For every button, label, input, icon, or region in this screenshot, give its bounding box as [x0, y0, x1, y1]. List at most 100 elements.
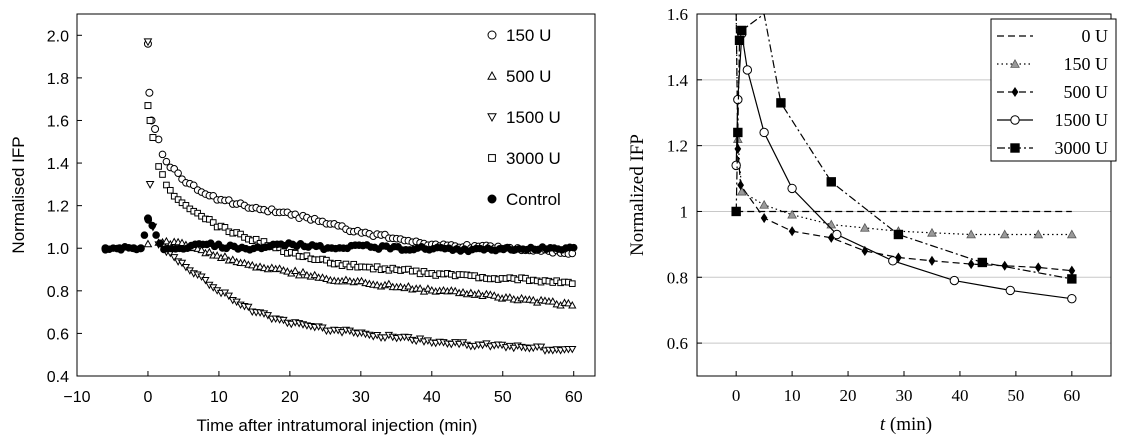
left-point [310, 270, 319, 279]
right-y-tick-label: 1.4 [667, 71, 689, 90]
right-x-tick-label: 0 [732, 386, 741, 405]
right-point [826, 177, 836, 187]
left-point [143, 239, 153, 248]
right-chart: 0.6 0.8 1 1.2 1.4 1.6 0 10 20 30 40 50 60 t (min) No… [627, 5, 1117, 435]
left-legend-label: 1500 U [506, 108, 561, 127]
left-x-tick-label: 30 [352, 389, 370, 406]
left-point [423, 284, 433, 292]
left-point [174, 169, 182, 177]
right-x-axis-label-var: t [880, 414, 886, 435]
right-y-tick-label: 1.2 [667, 137, 688, 156]
right-point [859, 222, 870, 232]
right-point [1033, 229, 1044, 239]
right-legend-entry: 3000 U [997, 138, 1108, 158]
left-y-tick-label: 2.0 [47, 28, 69, 45]
left-x-tick-label: 20 [281, 389, 299, 406]
right-point [977, 257, 988, 268]
right-point [928, 255, 936, 266]
right-point [1066, 229, 1077, 239]
right-legend: 0 U 150 U 500 U 1500 U 3000 U [990, 18, 1117, 162]
left-point [220, 252, 230, 260]
right-y-tick-label: 0.8 [667, 268, 688, 287]
left-point [201, 276, 210, 285]
left-legend-entry: Control [487, 190, 561, 209]
right-point [1067, 293, 1077, 304]
left-legend-label: 3000 U [506, 149, 561, 168]
left-legend-entry: 3000 U [488, 149, 561, 168]
right-point [966, 229, 977, 239]
left-y-tick-label: 1.2 [47, 199, 69, 216]
left-point [287, 320, 296, 329]
left-series-control [101, 214, 578, 256]
right-point [888, 256, 898, 266]
right-y-axis-label: Normalized IFP [627, 134, 648, 256]
left-point [149, 134, 157, 141]
left-point [146, 116, 154, 124]
left-point [156, 239, 164, 248]
right-point [736, 186, 747, 196]
left-point [162, 157, 171, 166]
left-legend: 150 U 500 U 1500 U 3000 U Control [487, 26, 561, 209]
right-legend-label: 1500 U [1055, 110, 1109, 130]
left-point [145, 88, 154, 97]
left-point [163, 181, 170, 189]
left-point [240, 258, 249, 267]
left-point [189, 181, 198, 190]
right-point [731, 160, 741, 171]
right-x-tick-label: 50 [1007, 386, 1024, 405]
right-point [760, 212, 768, 224]
right-point [742, 65, 753, 75]
left-chart: −10 0 10 20 30 40 50 60 0.4 0.6 0.8 1.0 1.2 1.4 1.6 1.8… [9, 13, 596, 435]
left-legend-label: 500 U [506, 67, 551, 86]
right-point [731, 206, 741, 217]
left-point [474, 289, 483, 297]
right-point [1034, 262, 1042, 273]
right-point [1067, 274, 1077, 284]
left-point [451, 286, 460, 295]
left-point [568, 345, 577, 354]
right-point [788, 226, 796, 237]
left-x-tick-label: 60 [565, 389, 583, 406]
left-point [548, 297, 557, 305]
right-point [737, 180, 744, 191]
right-legend-marker [1010, 115, 1020, 125]
left-point [167, 186, 174, 194]
right-legend-entry: 500 U [997, 82, 1108, 102]
right-point [967, 259, 975, 270]
left-point [221, 224, 229, 231]
left-point [177, 259, 187, 268]
left-point [380, 334, 390, 342]
right-legend-entry: 150 U [997, 54, 1108, 74]
left-point [357, 276, 366, 285]
left-point [252, 235, 260, 243]
right-point [1001, 260, 1009, 271]
left-point [151, 124, 160, 133]
left-point [458, 287, 468, 296]
left-axis-ticks: −10 0 10 20 30 40 50 60 0.4 0.6 0.8 1.0 1.2 1.4 1.6 1.8… [47, 28, 583, 406]
left-y-tick-label: 0.8 [47, 284, 69, 301]
left-series-1500-u [143, 38, 577, 355]
left-point [170, 192, 178, 200]
left-point [415, 284, 425, 292]
left-point [291, 266, 300, 274]
left-point [144, 216, 153, 224]
left-point [212, 251, 222, 259]
left-point [490, 291, 499, 299]
left-x-tick-label: −10 [63, 389, 90, 406]
right-x-tick-label: 20 [840, 386, 857, 405]
right-legend-label: 500 U [1064, 82, 1109, 102]
right-point [759, 199, 770, 209]
left-point [136, 244, 145, 253]
left-legend-marker [487, 30, 497, 40]
left-legend-entry: 1500 U [487, 108, 561, 127]
left-point [158, 150, 167, 159]
right-legend-label: 150 U [1064, 54, 1109, 74]
left-point [536, 343, 546, 352]
left-point [454, 340, 464, 349]
left-point [170, 254, 179, 262]
right-point [999, 229, 1010, 239]
left-point [228, 255, 237, 263]
left-point [159, 171, 166, 178]
left-point [244, 303, 253, 312]
